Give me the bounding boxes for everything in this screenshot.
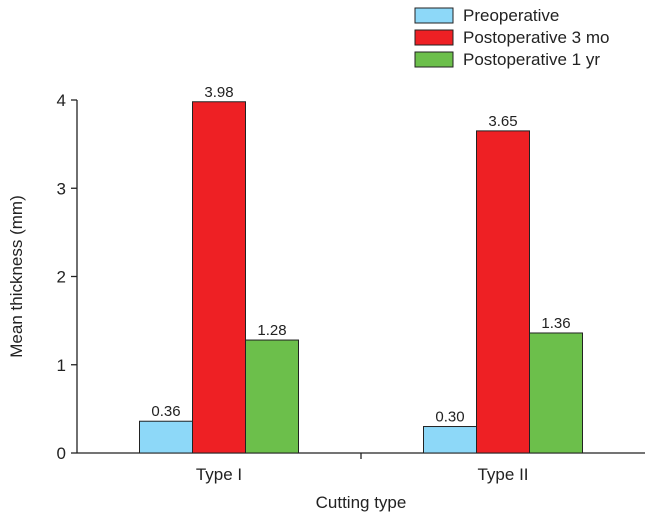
y-tick-label: 2 bbox=[57, 268, 66, 287]
legend-label: Preoperative bbox=[463, 6, 559, 25]
y-ticks: 0 1 2 3 4 bbox=[57, 91, 77, 463]
bar bbox=[139, 420, 193, 454]
bar bbox=[192, 101, 246, 454]
x-tick-label: Type II bbox=[477, 465, 528, 484]
legend-label: Postoperative 3 mo bbox=[463, 28, 609, 47]
x-ticks: Type I Type II bbox=[196, 453, 529, 484]
bar bbox=[476, 130, 530, 454]
bars bbox=[139, 101, 583, 454]
value-label: 3.65 bbox=[488, 113, 517, 130]
legend-swatch bbox=[414, 51, 454, 68]
value-labels: 0.36 3.98 1.28 0.30 3.65 1.36 bbox=[151, 84, 570, 426]
legend-swatch bbox=[414, 29, 454, 46]
legend-swatch bbox=[414, 7, 454, 24]
y-tick-label: 4 bbox=[57, 91, 66, 110]
y-tick-label: 3 bbox=[57, 179, 66, 198]
y-tick-label: 0 bbox=[57, 444, 66, 463]
legend-label: Postoperative 1 yr bbox=[463, 50, 600, 69]
value-label: 1.36 bbox=[541, 315, 570, 332]
y-tick-label: 1 bbox=[57, 356, 66, 375]
x-tick-label: Type I bbox=[196, 465, 242, 484]
y-axis-title: Mean thickness (mm) bbox=[7, 195, 26, 357]
value-label: 0.30 bbox=[435, 409, 464, 426]
value-label: 1.28 bbox=[257, 322, 286, 339]
value-label: 0.36 bbox=[151, 403, 180, 420]
bar bbox=[423, 426, 477, 454]
x-axis-title: Cutting type bbox=[316, 493, 407, 512]
bar bbox=[529, 332, 583, 454]
bar bbox=[245, 339, 299, 454]
legend: Preoperative Postoperative 3 mo Postoperat… bbox=[414, 6, 609, 69]
value-label: 3.98 bbox=[204, 84, 233, 101]
